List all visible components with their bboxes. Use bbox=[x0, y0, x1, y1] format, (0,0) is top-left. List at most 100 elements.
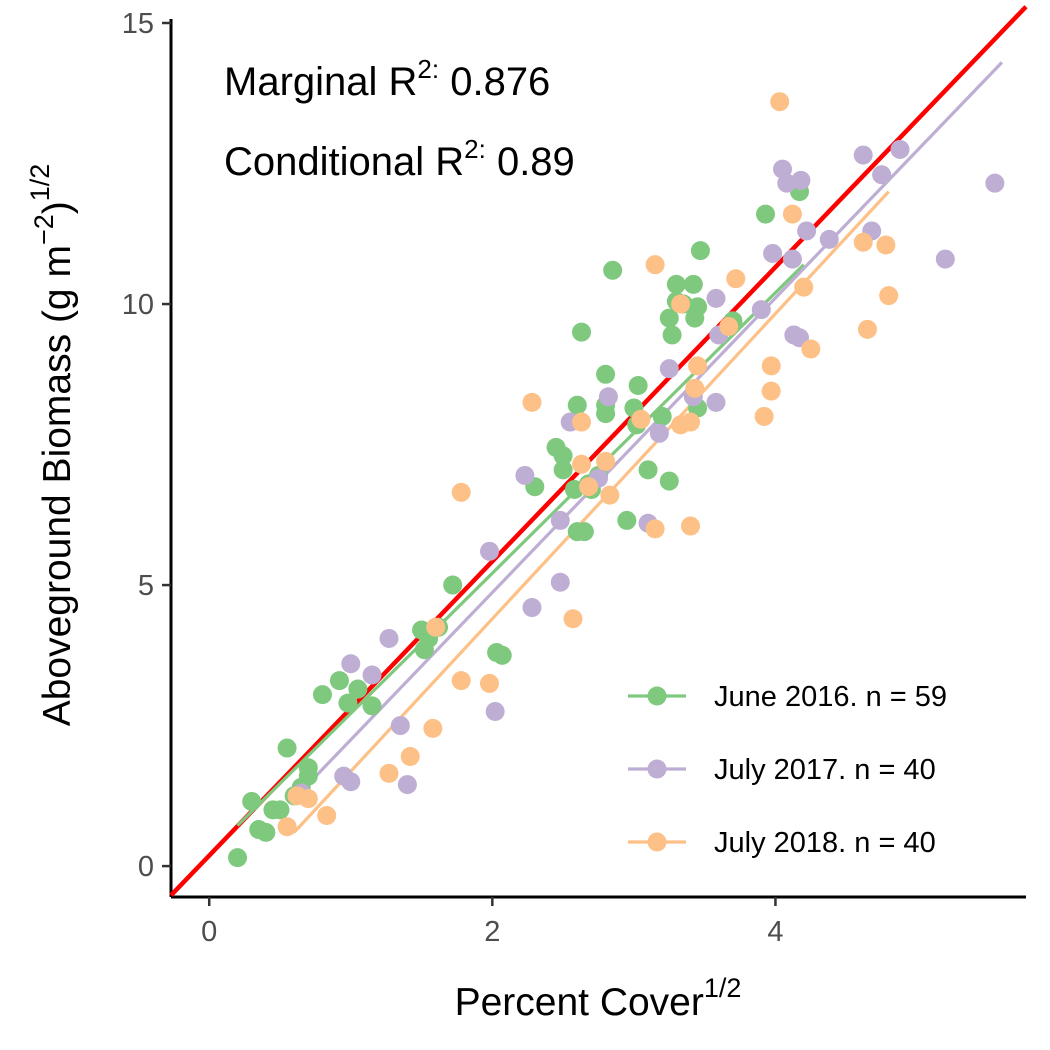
data-point-series-2 bbox=[550, 510, 570, 530]
data-point-series-2 bbox=[341, 654, 361, 674]
y-tick-label: 5 bbox=[138, 570, 154, 602]
data-point-series-2 bbox=[890, 139, 910, 159]
data-point-series-3 bbox=[681, 516, 701, 536]
data-point-series-2 bbox=[791, 170, 811, 190]
data-point-series-3 bbox=[298, 789, 318, 809]
data-point-series-1 bbox=[567, 395, 587, 415]
legend-label: June 2016. n = 59 bbox=[714, 681, 947, 713]
data-point-series-1 bbox=[628, 376, 648, 396]
data-point-series-3 bbox=[572, 412, 592, 432]
data-point-series-3 bbox=[645, 519, 665, 539]
r-squared-annotation: Marginal R2: 0.876 bbox=[224, 54, 550, 104]
axes bbox=[162, 19, 1026, 906]
data-point-series-3 bbox=[754, 406, 774, 426]
data-point-series-2 bbox=[706, 288, 726, 308]
data-point-series-1 bbox=[553, 446, 573, 466]
y-axis-title: Aboveground Biomass (g m−2)1/2 bbox=[25, 164, 79, 727]
data-point-series-1 bbox=[596, 364, 616, 384]
data-point-series-1 bbox=[662, 325, 682, 345]
data-point-series-3 bbox=[379, 763, 399, 783]
data-point-series-3 bbox=[726, 269, 746, 289]
data-point-series-2 bbox=[853, 145, 873, 165]
data-point-series-1 bbox=[688, 297, 708, 317]
data-points bbox=[228, 92, 1005, 868]
data-point-series-3 bbox=[770, 92, 790, 112]
data-point-series-2 bbox=[985, 173, 1005, 193]
data-point-series-1 bbox=[242, 791, 262, 811]
x-tick-label: 0 bbox=[201, 916, 217, 948]
data-point-series-2 bbox=[706, 392, 726, 412]
x-tick-label: 4 bbox=[767, 916, 783, 948]
data-point-series-1 bbox=[564, 480, 584, 500]
data-point-series-3 bbox=[761, 356, 781, 376]
annotation-superscript: 2: bbox=[417, 54, 439, 84]
y-axis-title-close-paren: ) bbox=[36, 201, 79, 214]
data-point-series-2 bbox=[379, 628, 399, 648]
data-point-series-2 bbox=[485, 702, 505, 722]
data-point-series-3 bbox=[801, 339, 821, 359]
annotation-prefix: Conditional R bbox=[224, 140, 464, 184]
data-point-series-1 bbox=[298, 766, 318, 786]
data-point-series-3 bbox=[645, 255, 665, 275]
data-point-series-1 bbox=[659, 471, 679, 491]
data-point-series-3 bbox=[480, 673, 500, 693]
data-point-series-3 bbox=[563, 609, 583, 629]
tick-labels: 0 2 4 0 5 10 15 bbox=[122, 8, 784, 948]
data-point-series-1 bbox=[492, 645, 512, 665]
data-point-series-1 bbox=[652, 406, 672, 426]
data-point-series-2 bbox=[797, 221, 817, 241]
axis-titles: Percent Cover1/2 Aboveground Biomass (g m… bbox=[25, 164, 741, 1024]
data-point-series-1 bbox=[756, 204, 776, 224]
data-point-series-2 bbox=[763, 243, 783, 263]
data-point-series-3 bbox=[451, 482, 471, 502]
y-axis-title-text: Aboveground Biomass (g m bbox=[36, 245, 79, 726]
data-point-series-3 bbox=[761, 381, 781, 401]
data-point-series-2 bbox=[659, 359, 679, 379]
data-point-series-3 bbox=[572, 454, 592, 474]
data-point-series-3 bbox=[522, 392, 542, 412]
data-point-series-2 bbox=[480, 541, 500, 561]
legend-key-point bbox=[647, 832, 667, 852]
y-tick-label: 10 bbox=[122, 289, 154, 321]
data-point-series-1 bbox=[683, 274, 703, 294]
legend-key-point bbox=[647, 686, 667, 706]
data-point-series-3 bbox=[857, 319, 877, 339]
data-point-series-1 bbox=[270, 800, 290, 820]
annotation-value: 0.876 bbox=[439, 60, 550, 104]
overall-fit-line bbox=[169, 5, 1028, 897]
data-point-series-3 bbox=[794, 277, 814, 297]
annotation-prefix: Marginal R bbox=[224, 60, 417, 104]
data-point-series-3 bbox=[685, 378, 705, 398]
data-point-series-3 bbox=[596, 451, 616, 471]
data-point-series-3 bbox=[719, 317, 739, 337]
legend: June 2016. n = 59 July 2017. n = 40 July 2… bbox=[628, 681, 947, 859]
data-point-series-3 bbox=[853, 232, 873, 252]
series-fit-line-1 bbox=[236, 263, 805, 827]
data-point-series-2 bbox=[598, 387, 618, 407]
data-point-series-1 bbox=[638, 460, 658, 480]
data-point-series-2 bbox=[550, 572, 570, 592]
data-point-series-3 bbox=[423, 718, 443, 738]
data-point-series-1 bbox=[329, 671, 349, 691]
data-point-series-2 bbox=[390, 716, 410, 736]
data-point-series-1 bbox=[666, 274, 686, 294]
x-axis-title-superscript: 1/2 bbox=[704, 973, 742, 1003]
legend-label: July 2018. n = 40 bbox=[714, 827, 936, 859]
y-axis-title-superscript-outer: 1/2 bbox=[25, 164, 55, 202]
data-point-series-1 bbox=[338, 693, 358, 713]
series-fit-line-2 bbox=[293, 61, 1004, 800]
data-point-series-2 bbox=[397, 775, 417, 795]
y-tick-label: 15 bbox=[122, 8, 154, 40]
data-point-series-2 bbox=[649, 423, 669, 443]
x-axis-title: Percent Cover1/2 bbox=[455, 973, 742, 1024]
data-point-series-3 bbox=[879, 286, 899, 306]
r-squared-annotations: Marginal R2: 0.876 Conditional R2: 0.89 bbox=[224, 54, 575, 184]
data-point-series-2 bbox=[522, 598, 542, 618]
data-point-series-1 bbox=[362, 696, 382, 716]
r-squared-annotation: Conditional R2: 0.89 bbox=[224, 134, 575, 184]
data-point-series-1 bbox=[443, 575, 463, 595]
data-point-series-2 bbox=[362, 665, 382, 685]
data-point-series-3 bbox=[631, 409, 651, 429]
